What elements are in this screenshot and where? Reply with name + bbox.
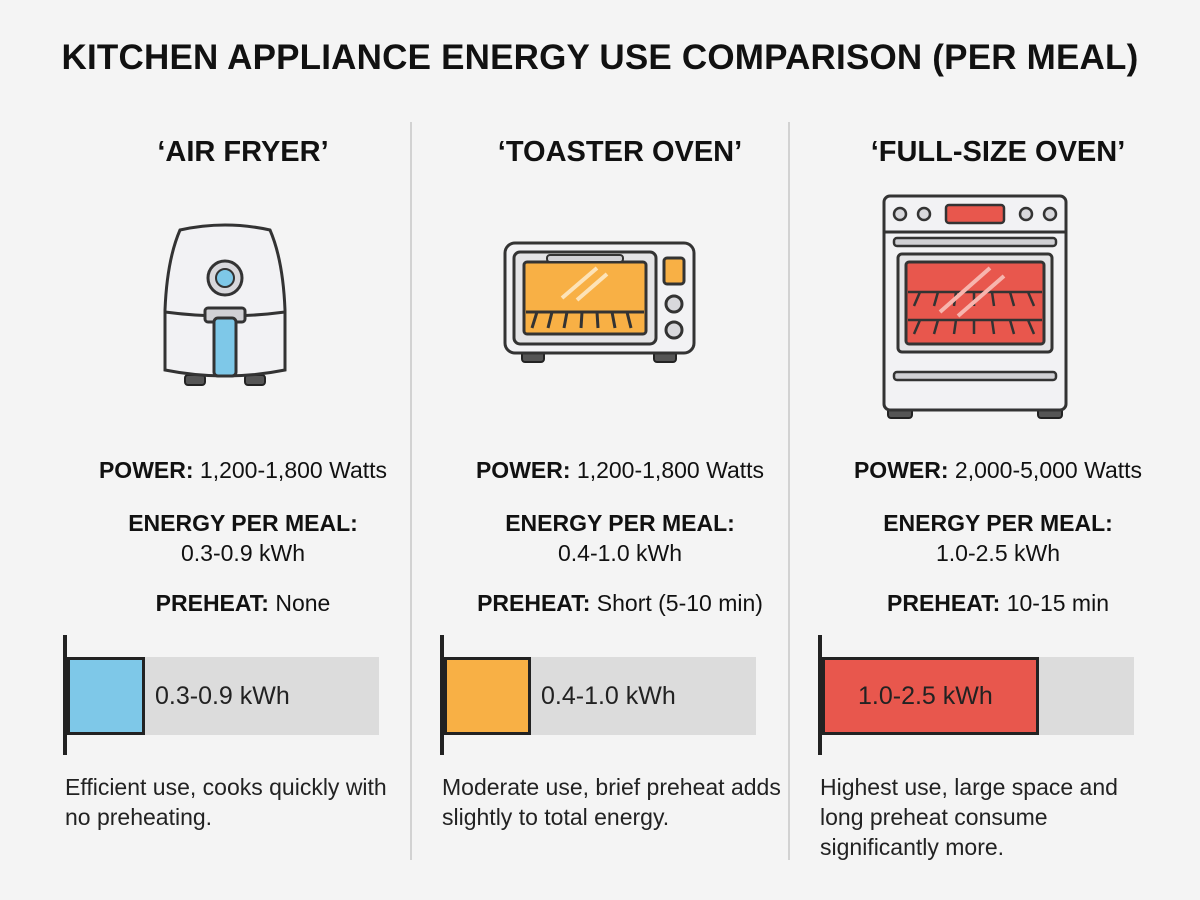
bar-value-label: 0.4-1.0 kWh xyxy=(541,682,676,710)
energy-stat: ENERGY PER MEAL: 1.0-2.5 kWh xyxy=(818,508,1178,568)
power-stat: POWER: 1,200-1,800 Watts xyxy=(440,455,800,485)
bar-value-label: 1.0-2.5 kWh xyxy=(858,682,993,710)
energy-bar-chart: 0.4-1.0 kWh xyxy=(440,635,800,755)
bar-fill xyxy=(67,657,145,735)
energy-label: ENERGY PER MEAL: xyxy=(505,510,735,536)
power-value: 1,200-1,800 Watts xyxy=(576,457,765,483)
energy-value: 1.0-2.5 kWh xyxy=(936,540,1060,566)
preheat-label: PREHEAT: xyxy=(477,590,591,616)
energy-bar-chart: 1.0-2.5 kWh xyxy=(818,635,1178,755)
bar-fill xyxy=(444,657,531,735)
appliance-name: ‘FULL-SIZE OVEN’ xyxy=(870,136,1126,168)
appliance-description: Moderate use, brief preheat adds slightl… xyxy=(442,774,781,830)
appliance-description: Efficient use, cooks quickly with no pre… xyxy=(65,774,387,830)
appliance-column-full-size-oven: ‘FULL-SIZE OVEN’ POWER: 2,000-5,000 Watt… xyxy=(818,0,1178,900)
appliance-name: ‘TOASTER OVEN’ xyxy=(497,136,743,168)
full-size-oven-icon xyxy=(882,194,1068,419)
preheat-stat: PREHEAT: None xyxy=(63,588,423,618)
bar-value-label: 0.3-0.9 kWh xyxy=(155,682,290,710)
toaster-oven-icon xyxy=(503,241,696,363)
page-title: KITCHEN APPLIANCE ENERGY USE COMPARISON … xyxy=(61,38,1139,77)
preheat-value: Short (5-10 min) xyxy=(596,590,763,616)
preheat-label: PREHEAT: xyxy=(155,590,269,616)
energy-value: 0.3-0.9 kWh xyxy=(181,540,305,566)
bar-axis xyxy=(818,635,822,755)
preheat-stat: PREHEAT: Short (5-10 min) xyxy=(440,588,800,618)
energy-bar-chart: 0.3-0.9 kWh xyxy=(63,635,423,755)
preheat-value: None xyxy=(275,590,331,616)
column-divider xyxy=(788,122,790,860)
appliance-description: Highest use, large space and long prehea… xyxy=(820,774,1118,860)
energy-stat: ENERGY PER MEAL: 0.4-1.0 kWh xyxy=(440,508,800,568)
bar-axis xyxy=(440,635,444,755)
power-stat: POWER: 2,000-5,000 Watts xyxy=(818,455,1178,485)
power-label: POWER: xyxy=(98,457,194,483)
power-label: POWER: xyxy=(853,457,949,483)
appliance-column-toaster-oven: ‘TOASTER OVEN’ POWER: 1,200-1,800 Watts … xyxy=(440,0,800,900)
energy-value: 0.4-1.0 kWh xyxy=(558,540,682,566)
preheat-stat: PREHEAT: 10-15 min xyxy=(818,588,1178,618)
energy-label: ENERGY PER MEAL: xyxy=(883,510,1113,536)
preheat-label: PREHEAT: xyxy=(887,590,1001,616)
air-fryer-icon xyxy=(163,223,287,386)
energy-stat: ENERGY PER MEAL: 0.3-0.9 kWh xyxy=(63,508,423,568)
power-value: 1,200-1,800 Watts xyxy=(199,457,388,483)
bar-fill xyxy=(822,657,1039,735)
power-label: POWER: xyxy=(475,457,571,483)
appliance-name: ‘AIR FRYER’ xyxy=(157,136,329,168)
energy-label: ENERGY PER MEAL: xyxy=(128,510,358,536)
column-divider xyxy=(410,122,412,860)
preheat-value: 10-15 min xyxy=(1006,590,1109,616)
appliance-column-air-fryer: ‘AIR FRYER’ POWER: 1,200-1,800 Watts ENE… xyxy=(63,0,423,900)
bar-axis xyxy=(63,635,67,755)
power-value: 2,000-5,000 Watts xyxy=(954,457,1143,483)
power-stat: POWER: 1,200-1,800 Watts xyxy=(63,455,423,485)
